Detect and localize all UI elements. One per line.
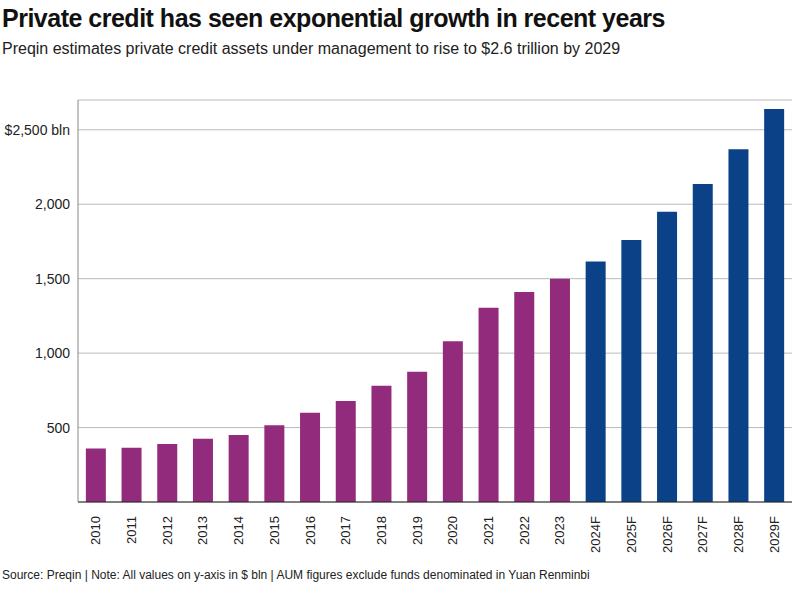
html-text:Private credit has seen expone: Private credit has seen exponential grow… <box>2 4 665 32</box>
svg-text:500: 500 <box>47 420 71 436</box>
svg-text:2013: 2013 <box>195 516 210 545</box>
svg-text:2023: 2023 <box>552 516 567 545</box>
svg-text:2012: 2012 <box>160 516 175 545</box>
svg-text:2,000: 2,000 <box>35 196 70 212</box>
svg-text:$2,500 bln: $2,500 bln <box>8 122 70 138</box>
svg-text:2022: 2022 <box>517 516 532 545</box>
svg-text:2015: 2015 <box>267 516 282 545</box>
html-text:Preqin estimates private credi: Preqin estimates private credit assets u… <box>2 40 621 57</box>
svg-text:2025F: 2025F <box>624 516 639 553</box>
svg-text:2016: 2016 <box>303 516 318 545</box>
svg-text:2018: 2018 <box>374 516 389 545</box>
svg-text:2021: 2021 <box>481 516 496 545</box>
svg-text:2024F: 2024F <box>588 516 603 553</box>
svg-text:2017: 2017 <box>338 516 353 545</box>
svg-text:2014: 2014 <box>231 516 246 545</box>
svg-text:2026F: 2026F <box>660 516 675 553</box>
svg-text:1,500: 1,500 <box>35 271 70 287</box>
svg-text:2010: 2010 <box>88 516 103 545</box>
svg-text:2011: 2011 <box>124 516 139 544</box>
svg-text:2019: 2019 <box>410 516 425 545</box>
svg-text:2029F: 2029F <box>767 516 782 553</box>
svg-text:2028F: 2028F <box>731 516 746 553</box>
svg-text:1,000: 1,000 <box>35 345 70 361</box>
svg-text:2027F: 2027F <box>695 516 710 553</box>
svg-text:2020: 2020 <box>445 516 460 545</box>
html-text:Source: Preqin | Note: All val: Source: Preqin | Note: All values on y-a… <box>2 568 590 582</box>
